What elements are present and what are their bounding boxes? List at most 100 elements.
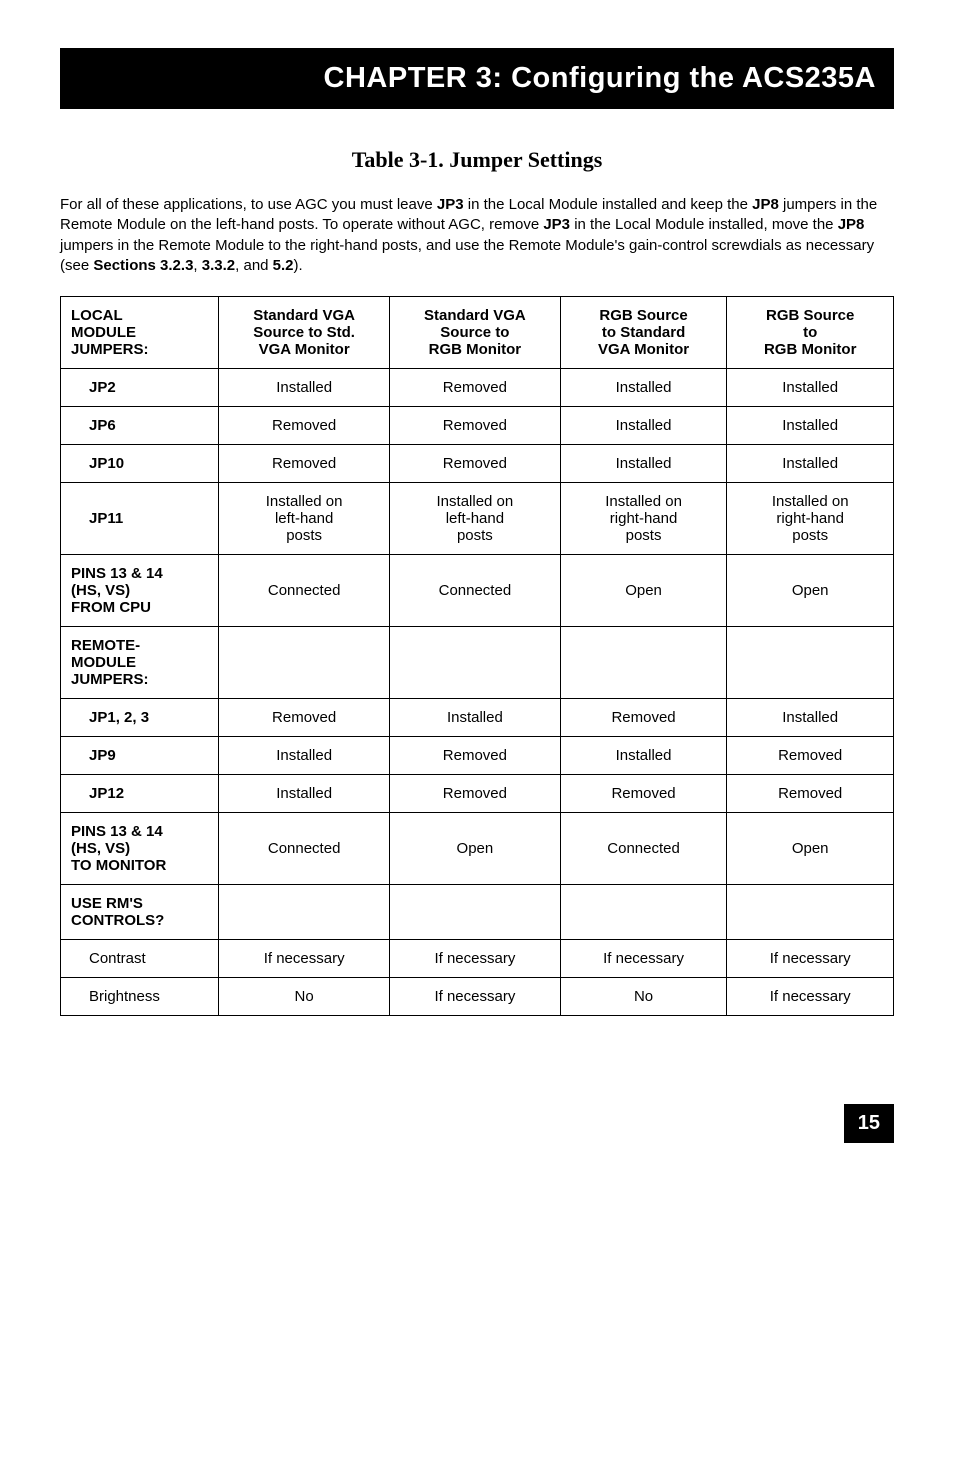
text: Installed on [437, 493, 514, 510]
text: JP9 [89, 747, 116, 764]
row-label: Brightness [61, 978, 219, 1016]
table-cell: If necessary [727, 978, 894, 1016]
table-cell: If necessary [219, 940, 390, 978]
text: ). [294, 257, 303, 274]
text: LOCAL [71, 307, 123, 324]
table-cell: Installed on left-hand posts [390, 483, 561, 555]
table-row: JP9 Installed Removed Installed Removed [61, 737, 894, 775]
text: PINS 13 & 14 [71, 823, 163, 840]
table-cell: Installed [727, 407, 894, 445]
table-cell: Installed [219, 737, 390, 775]
row-label: JP9 [61, 737, 219, 775]
page-content: Table 3-1. Jumper Settings For all of th… [0, 109, 954, 1044]
table-row: Contrast If necessary If necessary If ne… [61, 940, 894, 978]
table-cell [560, 885, 727, 940]
text: posts [286, 527, 322, 544]
jumper-settings-table: LOCAL MODULE JUMPERS: Standard VGA Sourc… [60, 296, 894, 1016]
table-cell [390, 627, 561, 699]
text: FROM CPU [71, 599, 151, 616]
text: JP2 [89, 379, 116, 396]
row-label: Contrast [61, 940, 219, 978]
table-cell [727, 885, 894, 940]
table-cell: If necessary [390, 978, 561, 1016]
table-cell: Installed [560, 407, 727, 445]
text: (HS, VS) [71, 840, 130, 857]
text: VGA Monitor [259, 341, 350, 358]
text: CONTROLS? [71, 912, 164, 929]
text: posts [457, 527, 493, 544]
pins-from-cpu-label: PINS 13 & 14 (HS, VS) FROM CPU [61, 555, 219, 627]
text: Standard VGA [424, 307, 526, 324]
table-cell: Installed [219, 775, 390, 813]
col-header: RGB Source to RGB Monitor [727, 297, 894, 369]
text-bold: 3.3.2 [202, 257, 235, 274]
row-label: JP11 [61, 483, 219, 555]
page-number: 15 [844, 1104, 894, 1143]
table-cell: Removed [219, 445, 390, 483]
row-label: JP6 [61, 407, 219, 445]
table-cell: Open [390, 813, 561, 885]
table-cell: Installed [560, 445, 727, 483]
table-cell [727, 627, 894, 699]
text: in the Local Module installed and keep t… [464, 196, 753, 213]
table-cell [219, 885, 390, 940]
table-cell: Removed [390, 775, 561, 813]
text: posts [626, 527, 662, 544]
chapter-header: CHAPTER 3: Configuring the ACS235A [60, 48, 894, 109]
table-cell: Removed [390, 369, 561, 407]
table-row: JP6 Removed Removed Installed Installed [61, 407, 894, 445]
table-cell [390, 885, 561, 940]
table-cell [560, 627, 727, 699]
text: Installed on [772, 493, 849, 510]
table-cell: Connected [219, 555, 390, 627]
table-cell: If necessary [727, 940, 894, 978]
text: REMOTE- [71, 637, 140, 654]
table-cell: Installed [727, 369, 894, 407]
pins-to-monitor-label: PINS 13 & 14 (HS, VS) TO MONITOR [61, 813, 219, 885]
table-row: USE RM'S CONTROLS? [61, 885, 894, 940]
table-cell: Installed [560, 369, 727, 407]
table-cell: No [219, 978, 390, 1016]
text: Installed on [266, 493, 343, 510]
text: RGB Source [766, 307, 854, 324]
text: JP11 [89, 510, 123, 527]
text: For all of these applications, to use AG… [60, 196, 437, 213]
col-header: RGB Source to Standard VGA Monitor [560, 297, 727, 369]
text: , and [235, 257, 273, 274]
table-cell: Installed [727, 699, 894, 737]
table-cell: Open [727, 555, 894, 627]
text-bold: JP8 [752, 196, 779, 213]
table-cell: Installed [390, 699, 561, 737]
row-label: JP10 [61, 445, 219, 483]
chapter-title: CHAPTER 3: Configuring the ACS235A [78, 62, 876, 95]
text: RGB Monitor [764, 341, 856, 358]
row-label: JP12 [61, 775, 219, 813]
table-cell: Installed on right-hand posts [727, 483, 894, 555]
text-bold: JP8 [838, 216, 865, 233]
table-cell: Removed [219, 699, 390, 737]
table-cell: Removed [560, 775, 727, 813]
text-bold: JP3 [437, 196, 464, 213]
text: TO MONITOR [71, 857, 166, 874]
table-cell: If necessary [390, 940, 561, 978]
text: RGB Monitor [429, 341, 521, 358]
table-row: REMOTE- MODULE JUMPERS: [61, 627, 894, 699]
table-cell: Connected [390, 555, 561, 627]
table-cell: If necessary [560, 940, 727, 978]
table-row: LOCAL MODULE JUMPERS: Standard VGA Sourc… [61, 297, 894, 369]
text: VGA Monitor [598, 341, 689, 358]
text-bold: JP3 [543, 216, 570, 233]
text: right-hand [776, 510, 844, 527]
text: left-hand [446, 510, 504, 527]
table-cell: Removed [727, 775, 894, 813]
table-row: PINS 13 & 14 (HS, VS) TO MONITOR Connect… [61, 813, 894, 885]
table-cell [219, 627, 390, 699]
text: , [193, 257, 201, 274]
text: Source to Std. [253, 324, 355, 341]
table-cell: Installed [727, 445, 894, 483]
table-cell: Removed [390, 445, 561, 483]
text: USE RM'S [71, 895, 143, 912]
text: Source to [440, 324, 509, 341]
text: to Standard [602, 324, 685, 341]
text: left-hand [275, 510, 333, 527]
